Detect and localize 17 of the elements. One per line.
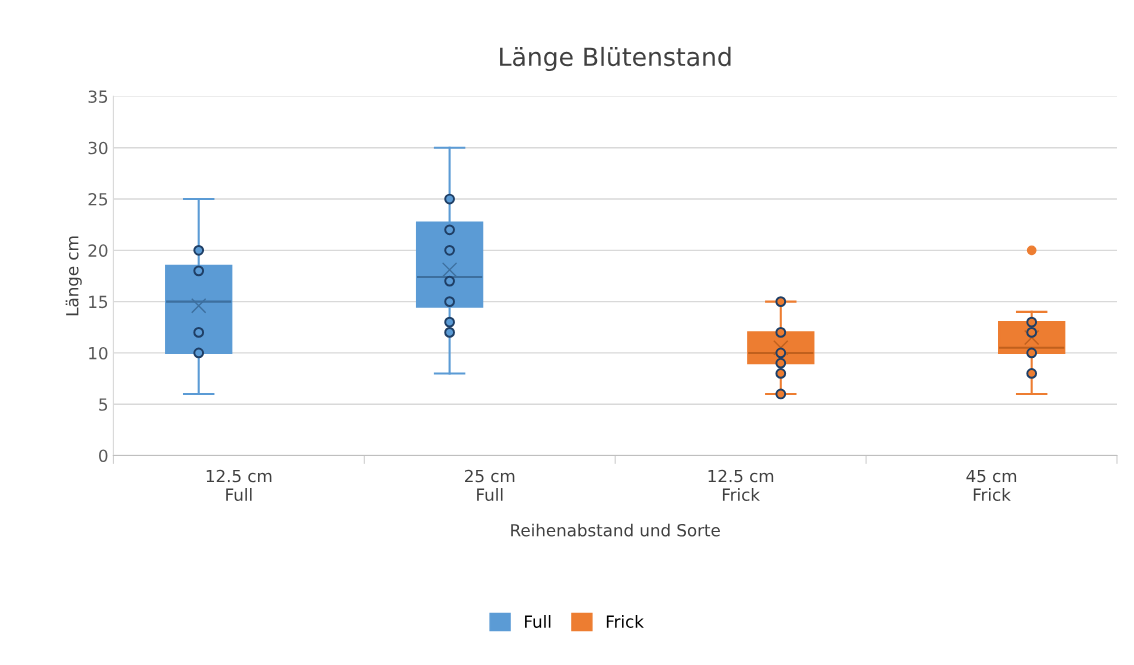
y-tick-label: 5 [99, 398, 108, 411]
y-axis-title: Länge cm [65, 236, 82, 316]
y-tick-label: 0 [99, 449, 108, 463]
y-tick-label: 20 [88, 244, 108, 257]
chart-title: Länge Blütenstand [500, 46, 731, 72]
y-tick-label: 15 [89, 295, 108, 309]
y-tick-label: 30 [88, 141, 108, 155]
x-tick-label: 12.5 cm Frick [708, 469, 774, 501]
legend-label: Frick [606, 615, 644, 628]
x-tick-label: 25 cm Full [465, 469, 515, 501]
y-tick-label: 10 [89, 346, 108, 360]
y-tick-label: 35 [88, 90, 108, 103]
x-tick-label: 45 cm Frick [966, 469, 1017, 501]
x-axis-title: Reihenabstand und Sorte [511, 523, 720, 537]
y-tick-label: 25 [88, 192, 108, 206]
x-tick-label: 12.5 cm Full [206, 469, 272, 501]
legend-label: Full [525, 615, 551, 628]
